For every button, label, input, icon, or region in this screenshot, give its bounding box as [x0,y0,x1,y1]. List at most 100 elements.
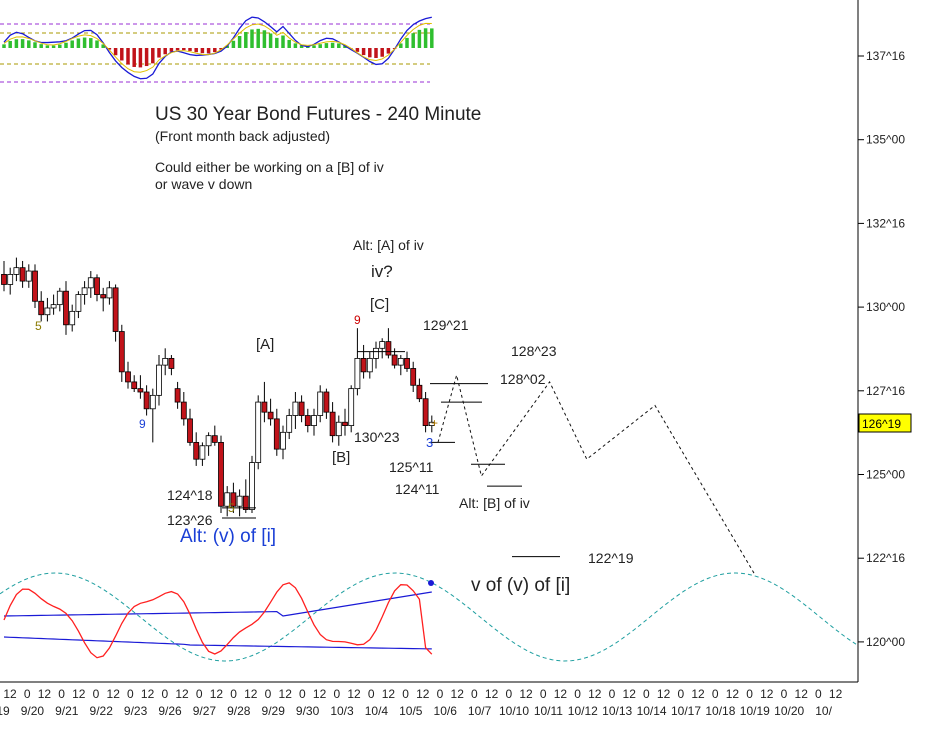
candle-body [329,411,336,437]
x-date-label: 10/4 [365,704,389,718]
x-hour-label: 12 [347,687,361,701]
momentum-line-yellow [3,22,432,73]
x-hour-label: 12 [519,687,533,701]
x-date-label: 9/21 [55,704,79,718]
x-hour-label: 12 [38,687,52,701]
y-tick-label: 132^16 [866,216,905,230]
annotation-b-bracket: [B] [332,449,350,466]
candle-body [156,364,162,396]
candle-body [25,270,32,282]
x-hour-label: 0 [781,687,788,701]
x-hour-label: 12 [726,687,740,701]
x-hour-label: 12 [554,687,568,701]
x-date-label: 9/29 [262,704,286,718]
candle-body [44,307,51,316]
x-hour-label: 12 [3,687,17,701]
x-date-label: 10/14 [637,704,667,718]
x-date-label: 10/12 [568,704,598,718]
candle-body [230,492,237,507]
x-hour-label: 0 [93,687,100,701]
oscillator-band-lower [3,636,432,650]
candlestick-series [1,257,435,517]
candle-body [94,277,100,295]
level-label-128-23: 128^23 [511,343,557,359]
candle-body [87,277,94,289]
candle-body [168,357,175,369]
candle-body [298,401,305,416]
x-date-label: 9/28 [227,704,251,718]
candle-body [69,310,76,326]
top-indicator-panel [0,16,434,83]
x-date-label: 10/17 [671,704,701,718]
x-date-label: 10/5 [399,704,423,718]
candle-body [174,388,181,403]
candle-body [125,371,131,383]
x-hour-label: 0 [230,687,237,701]
annotation-c-bracket: [C] [370,296,389,313]
x-hour-label: 0 [815,687,822,701]
candle-body [335,421,342,437]
y-tick-label: 137^16 [866,49,905,63]
x-hour-label: 0 [540,687,547,701]
x-hour-label: 12 [72,687,86,701]
x-date-label: 9/26 [158,704,182,718]
x-hour-label: 0 [471,687,478,701]
candle-body [385,341,392,356]
annotation-a-bracket: [A] [256,336,274,353]
x-date-label: 10/18 [705,704,735,718]
annotation-alt-b-of-iv: Alt: [B] of iv [459,495,530,511]
candle-body [280,431,286,450]
candle-body [379,341,386,349]
x-date-label: 9/30 [296,704,320,718]
y-tick-label: 127^16 [866,384,905,398]
chart-note-line1: Could either be working on a [B] of iv [155,159,384,175]
x-hour-label: 12 [175,687,189,701]
x-hour-label: 0 [677,687,684,701]
candle-body [360,357,367,373]
candle-body [50,304,57,309]
candle-body [366,357,373,373]
x-hour-label: 12 [485,687,499,701]
candle-body [118,331,125,373]
candle-body [19,267,26,282]
x-date-label: 9/20 [21,704,45,718]
candle-body [348,388,355,427]
candle-body [187,418,193,443]
x-hour-label: 0 [505,687,512,701]
x-hour-label: 0 [643,687,650,701]
candle-body [143,391,150,410]
x-hour-label: 12 [244,687,258,701]
x-hour-label: 12 [210,687,224,701]
x-hour-label: 0 [712,687,719,701]
x-date-label: 10/11 [534,704,563,718]
annotation-v-of-v-of-i: v of (v) of [i] [471,575,570,596]
oscillator-band-upper [3,591,432,617]
level-label-123-26: 123^26 [167,512,213,528]
candle-body [255,401,262,463]
x-date-label: 10/7 [468,704,492,718]
x-date-label: 9/22 [90,704,114,718]
x-date-label: 9/23 [124,704,148,718]
candle-body [249,462,255,510]
candle-body [236,495,243,507]
candle-body [13,267,20,275]
candle-body [106,287,113,299]
x-date-label: 10/3 [330,704,354,718]
candle-body [422,398,429,427]
candle-body [286,415,293,433]
candle-body [162,357,169,366]
candle-body [7,273,14,285]
x-hour-label: 12 [691,687,705,701]
candle-body [63,290,69,326]
x-hour-label: 0 [299,687,306,701]
x-hour-label: 0 [402,687,409,701]
y-tick-label: 120^00 [866,635,905,649]
candle-body [1,273,7,285]
x-hour-label: 12 [313,687,327,701]
candle-body [261,401,268,413]
candle-body [267,411,274,420]
candle-body [354,357,361,390]
x-date-label: 10/13 [602,704,632,718]
